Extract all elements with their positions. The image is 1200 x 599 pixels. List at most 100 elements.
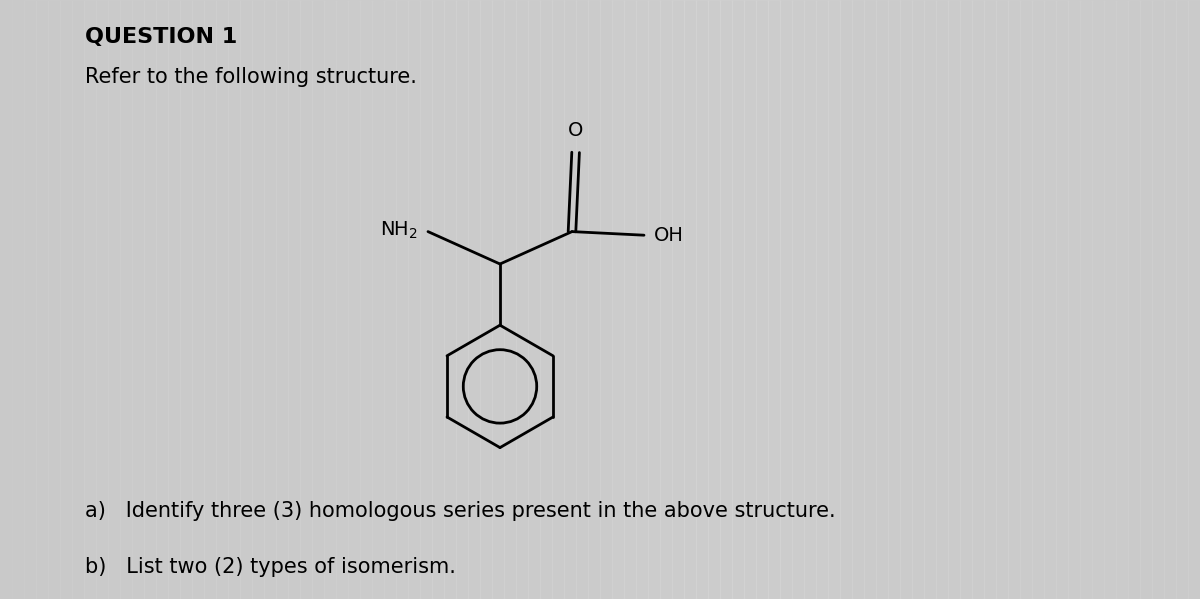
Bar: [828, 0, 840, 599]
Text: b)   List two (2) types of isomerism.: b) List two (2) types of isomerism.: [85, 557, 456, 577]
Bar: [72, 0, 84, 599]
Bar: [1032, 0, 1044, 599]
Text: O: O: [568, 122, 583, 140]
Bar: [384, 0, 396, 599]
Bar: [1164, 0, 1176, 599]
Bar: [360, 0, 372, 599]
Bar: [732, 0, 744, 599]
Bar: [552, 0, 564, 599]
Bar: [588, 0, 600, 599]
Bar: [84, 0, 96, 599]
Bar: [408, 0, 420, 599]
Bar: [1068, 0, 1080, 599]
Bar: [156, 0, 168, 599]
Bar: [972, 0, 984, 599]
Text: QUESTION 1: QUESTION 1: [85, 27, 238, 47]
Bar: [432, 0, 444, 599]
Bar: [636, 0, 648, 599]
Bar: [228, 0, 240, 599]
Bar: [180, 0, 192, 599]
Bar: [720, 0, 732, 599]
Bar: [624, 0, 636, 599]
Bar: [768, 0, 780, 599]
Bar: [516, 0, 528, 599]
Bar: [864, 0, 876, 599]
Bar: [936, 0, 948, 599]
Bar: [888, 0, 900, 599]
Bar: [672, 0, 684, 599]
Bar: [528, 0, 540, 599]
Bar: [984, 0, 996, 599]
Bar: [600, 0, 612, 599]
Bar: [0, 0, 12, 599]
Bar: [1128, 0, 1140, 599]
Bar: [1116, 0, 1128, 599]
Bar: [756, 0, 768, 599]
Bar: [792, 0, 804, 599]
Bar: [960, 0, 972, 599]
Bar: [48, 0, 60, 599]
Bar: [852, 0, 864, 599]
Bar: [816, 0, 828, 599]
Bar: [660, 0, 672, 599]
Bar: [900, 0, 912, 599]
Bar: [1140, 0, 1152, 599]
Text: Refer to the following structure.: Refer to the following structure.: [85, 67, 416, 87]
Bar: [96, 0, 108, 599]
Bar: [36, 0, 48, 599]
Bar: [744, 0, 756, 599]
Bar: [24, 0, 36, 599]
Bar: [924, 0, 936, 599]
Text: OH: OH: [654, 226, 684, 245]
Bar: [1056, 0, 1068, 599]
Bar: [396, 0, 408, 599]
Bar: [348, 0, 360, 599]
Bar: [132, 0, 144, 599]
Bar: [648, 0, 660, 599]
Bar: [192, 0, 204, 599]
Bar: [1152, 0, 1164, 599]
Bar: [252, 0, 264, 599]
Bar: [12, 0, 24, 599]
Bar: [612, 0, 624, 599]
Bar: [120, 0, 132, 599]
Bar: [420, 0, 432, 599]
Bar: [948, 0, 960, 599]
Bar: [444, 0, 456, 599]
Bar: [336, 0, 348, 599]
Bar: [300, 0, 312, 599]
Bar: [912, 0, 924, 599]
Bar: [168, 0, 180, 599]
Bar: [1008, 0, 1020, 599]
Bar: [372, 0, 384, 599]
Bar: [1020, 0, 1032, 599]
Bar: [456, 0, 468, 599]
Bar: [504, 0, 516, 599]
Bar: [60, 0, 72, 599]
Bar: [492, 0, 504, 599]
Bar: [288, 0, 300, 599]
Bar: [564, 0, 576, 599]
Bar: [312, 0, 324, 599]
Bar: [468, 0, 480, 599]
Text: a)   Identify three (3) homologous series present in the above structure.: a) Identify three (3) homologous series …: [85, 501, 835, 521]
Bar: [216, 0, 228, 599]
Bar: [684, 0, 696, 599]
Bar: [1176, 0, 1188, 599]
Bar: [708, 0, 720, 599]
Bar: [1092, 0, 1104, 599]
Bar: [1080, 0, 1092, 599]
Bar: [144, 0, 156, 599]
Bar: [996, 0, 1008, 599]
Bar: [696, 0, 708, 599]
Bar: [1044, 0, 1056, 599]
Text: NH$_2$: NH$_2$: [380, 220, 418, 241]
Bar: [1188, 0, 1200, 599]
Bar: [480, 0, 492, 599]
Bar: [264, 0, 276, 599]
Bar: [576, 0, 588, 599]
Bar: [876, 0, 888, 599]
Bar: [804, 0, 816, 599]
Bar: [540, 0, 552, 599]
Bar: [204, 0, 216, 599]
